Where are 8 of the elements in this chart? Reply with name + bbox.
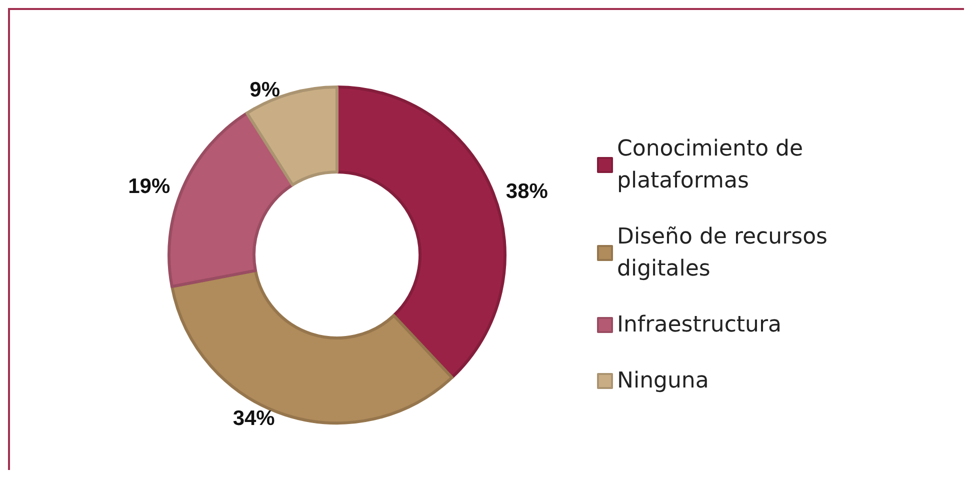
data-label: 9%: [250, 78, 280, 102]
legend-label: Infraestructura: [617, 312, 782, 338]
legend-label: Conocimiento de plataformas: [617, 136, 810, 194]
data-label: 34%: [232, 407, 276, 430]
legend-label: Diseño de recursos digitales: [617, 224, 834, 282]
data-label: 19%: [128, 175, 170, 198]
legend-label: Ninguna: [617, 368, 709, 394]
data-label: 38%: [506, 180, 548, 204]
